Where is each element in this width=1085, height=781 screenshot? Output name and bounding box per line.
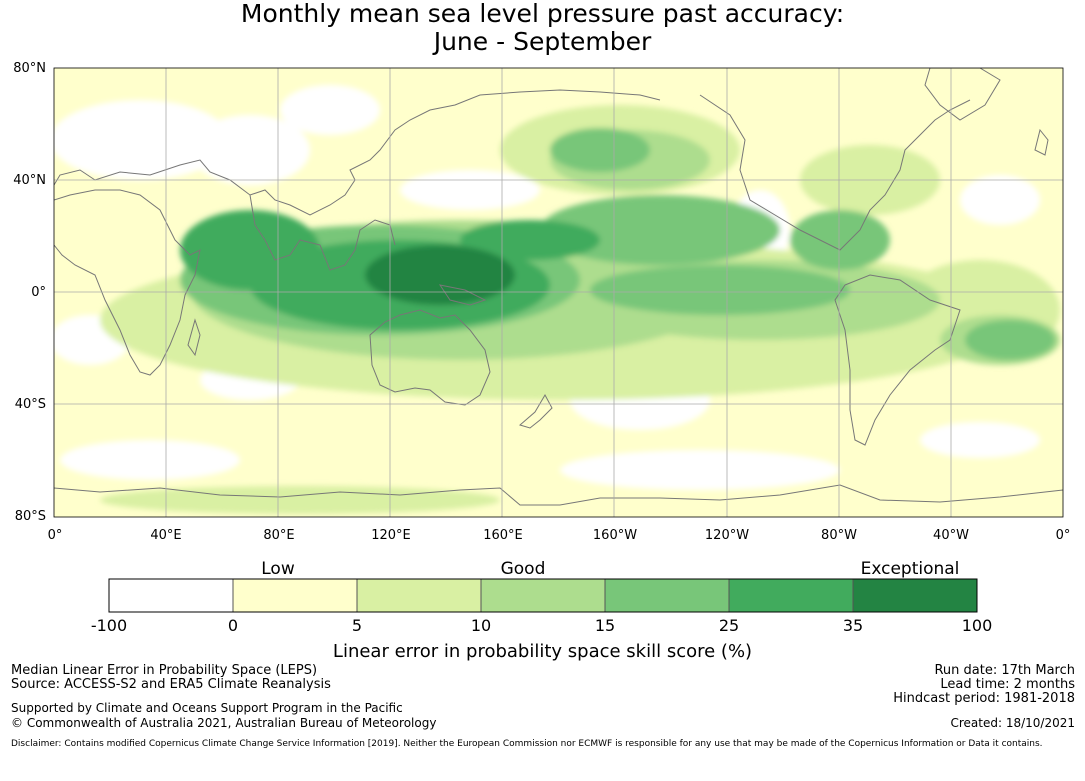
- colorbar-category-exceptional: Exceptional: [860, 559, 960, 579]
- coastline-antarctica: [54, 484, 1063, 506]
- lon-label-120w: 120°W: [704, 528, 750, 543]
- footer-lead-time: Lead time: 2 months: [940, 677, 1075, 692]
- colorbar-label: Linear error in probability space skill …: [332, 641, 753, 662]
- lon-label-80e: 80°E: [263, 528, 295, 543]
- footer-support: Supported by Climate and Oceans Support …: [11, 701, 403, 715]
- lon-label-160w: 160°W: [592, 528, 638, 543]
- skill-score-field: [54, 68, 1063, 517]
- coastline-greenland: [924, 68, 1001, 121]
- colorbar-swatch-2: [233, 579, 357, 612]
- lat-label-80n: 80°N: [13, 61, 46, 76]
- coastlines: [54, 68, 1063, 506]
- colorbar-tick: 10: [470, 616, 492, 635]
- colorbar-frame: [108, 578, 978, 613]
- colorbar-swatch-1: [109, 579, 233, 612]
- colorbar-tick: 100: [961, 616, 993, 635]
- coastline-south-america: [834, 274, 961, 446]
- colorbar-swatch-7: [853, 579, 977, 612]
- lat-label-80s: 80°S: [14, 509, 46, 524]
- lat-label-40n: 40°N: [13, 173, 46, 188]
- colorbar-category-good: Good: [500, 559, 546, 579]
- lon-label-40e: 40°E: [150, 528, 182, 543]
- lon-label-40w: 40°W: [933, 528, 969, 543]
- footer-disclaimer: Disclaimer: Contains modified Copernicus…: [11, 739, 1043, 749]
- colorbar-tick: -100: [90, 616, 128, 635]
- coastline-madagascar: [187, 318, 201, 357]
- colorbar-swatch-6: [729, 579, 853, 612]
- map-title: Monthly mean sea level pressure past acc…: [0, 0, 1085, 56]
- gridlines: [54, 68, 1063, 517]
- colorbar-tick: 5: [351, 616, 363, 635]
- coastline-eurasia: [54, 89, 661, 216]
- footer-source: Source: ACCESS-S2 and ERA5 Climate Reana…: [11, 677, 331, 692]
- colorbar-tick: 25: [718, 616, 740, 635]
- colorbar-tick: 35: [842, 616, 864, 635]
- map-frame: [53, 67, 1064, 518]
- coastline-australia: [369, 309, 491, 406]
- colorbar-swatch-5: [605, 579, 729, 612]
- lon-label-80w: 80°W: [821, 528, 857, 543]
- coastline-north-america: [699, 94, 971, 251]
- footer-run-date: Run date: 17th March: [934, 663, 1075, 678]
- lon-label-120e: 120°E: [371, 528, 411, 543]
- lon-label-0-right: 0°: [1055, 528, 1071, 543]
- coastline-uk: [1034, 128, 1049, 156]
- lat-label-40s: 40°S: [14, 397, 46, 412]
- coastline-new-zealand: [518, 393, 553, 429]
- title-line-2: June - September: [433, 27, 652, 56]
- footer-created-date: Created: 18/10/2021: [950, 716, 1075, 730]
- lon-label-0-left: 0°: [47, 528, 63, 543]
- colorbar: [108, 578, 978, 613]
- colorbar-category-low: Low: [261, 559, 295, 579]
- footer-method: Median Linear Error in Probability Space…: [11, 663, 318, 678]
- lon-label-160e: 160°E: [483, 528, 523, 543]
- colorbar-swatch-4: [481, 579, 605, 612]
- colorbar-swatch-3: [357, 579, 481, 612]
- footer-hindcast-period: Hindcast period: 1981-2018: [893, 691, 1075, 706]
- colorbar-tick: 15: [594, 616, 616, 635]
- colorbar-tick: 0: [227, 616, 239, 635]
- coastline-asia-south: [249, 194, 396, 271]
- footer-copyright: © Commonwealth of Australia 2021, Austra…: [11, 716, 437, 730]
- title-line-1: Monthly mean sea level pressure past acc…: [240, 0, 845, 28]
- coastline-new-guinea: [438, 284, 487, 306]
- lat-label-0: 0°: [31, 285, 46, 300]
